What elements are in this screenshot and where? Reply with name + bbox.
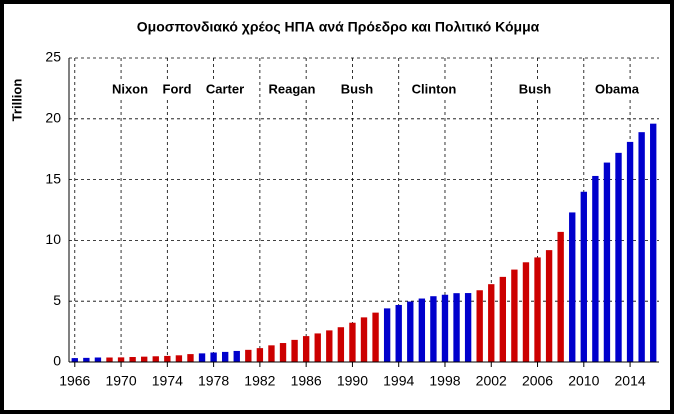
bar (337, 327, 345, 362)
bar (488, 284, 495, 362)
x-tick-label: 1970 (105, 373, 136, 389)
x-tick-label: 2006 (522, 373, 553, 389)
bar (453, 293, 460, 362)
x-tick-label: 1994 (383, 373, 414, 389)
bar (279, 343, 287, 362)
x-tick-label: 1986 (291, 373, 322, 389)
chart-title: Ομοσπονδιακό χρέος ΗΠΑ ανά Πρόεδρο και Π… (137, 19, 540, 35)
bar (198, 353, 206, 362)
bar (268, 345, 275, 362)
bar (626, 141, 634, 362)
x-tick-label: 1998 (429, 373, 460, 389)
bar (256, 348, 264, 362)
president-label-box (158, 79, 196, 99)
bar (603, 162, 611, 362)
bar (164, 355, 171, 362)
president-label-box (264, 79, 320, 99)
bar (106, 357, 113, 362)
bar (94, 357, 102, 362)
bar (141, 356, 148, 362)
bar (291, 339, 298, 362)
bar (372, 312, 379, 362)
president-label: Reagan (269, 81, 316, 96)
bar (615, 152, 622, 362)
y-axis-label: Trillion (9, 79, 24, 122)
bar (129, 357, 136, 362)
x-tick-label: 1974 (152, 373, 183, 389)
bar (383, 308, 391, 362)
x-tick-label: 1990 (337, 373, 368, 389)
bar (152, 356, 159, 362)
bar (511, 269, 518, 362)
y-tick-label: 25 (45, 49, 61, 65)
president-label-box (514, 79, 556, 99)
bar (360, 317, 368, 362)
bar (499, 276, 507, 362)
bar (221, 351, 229, 362)
y-tick-label: 0 (53, 353, 61, 369)
president-label-box (407, 79, 461, 99)
bar (650, 123, 657, 362)
x-tick-label: 1978 (198, 373, 229, 389)
bar (349, 322, 356, 362)
x-tick-label: 1966 (59, 373, 90, 389)
bar (580, 191, 587, 362)
president-label-box (201, 79, 249, 99)
x-tick-label: 2010 (568, 373, 599, 389)
bar (71, 358, 78, 362)
president-label: Obama (595, 81, 640, 96)
president-label: Nixon (112, 81, 148, 96)
bar (395, 304, 402, 362)
bar (302, 336, 310, 362)
president-label: Bush (341, 81, 374, 96)
bar (592, 175, 599, 362)
x-tick-label: 2014 (615, 373, 646, 389)
president-label: Clinton (412, 81, 457, 96)
x-tick-label: 2002 (476, 373, 507, 389)
bar (522, 262, 530, 362)
bar (464, 293, 472, 362)
y-tick-label: 10 (45, 231, 61, 247)
bar (187, 354, 194, 362)
bar (83, 357, 90, 362)
bar (117, 357, 125, 362)
bar (441, 294, 449, 362)
president-label: Ford (163, 81, 192, 96)
president-label-box (590, 79, 644, 99)
president-label-box (336, 79, 378, 99)
bar (407, 301, 414, 362)
bar (545, 250, 553, 362)
x-tick-label: 1982 (244, 373, 275, 389)
y-tick-label: 20 (45, 110, 61, 126)
president-label: Bush (519, 81, 552, 96)
president-label: Carter (206, 81, 244, 96)
bar (534, 257, 541, 362)
bar (430, 296, 437, 362)
bar (245, 349, 252, 362)
bar (557, 231, 564, 362)
y-tick-label: 5 (53, 292, 61, 308)
bar (233, 350, 240, 362)
bar (638, 132, 645, 362)
bar (326, 330, 333, 362)
bar (314, 333, 321, 362)
bar (476, 290, 483, 362)
bar (569, 212, 576, 362)
y-tick-label: 15 (45, 170, 61, 186)
bar (175, 355, 183, 362)
bar (418, 298, 426, 362)
president-label-box (107, 79, 153, 99)
bar (210, 352, 217, 362)
